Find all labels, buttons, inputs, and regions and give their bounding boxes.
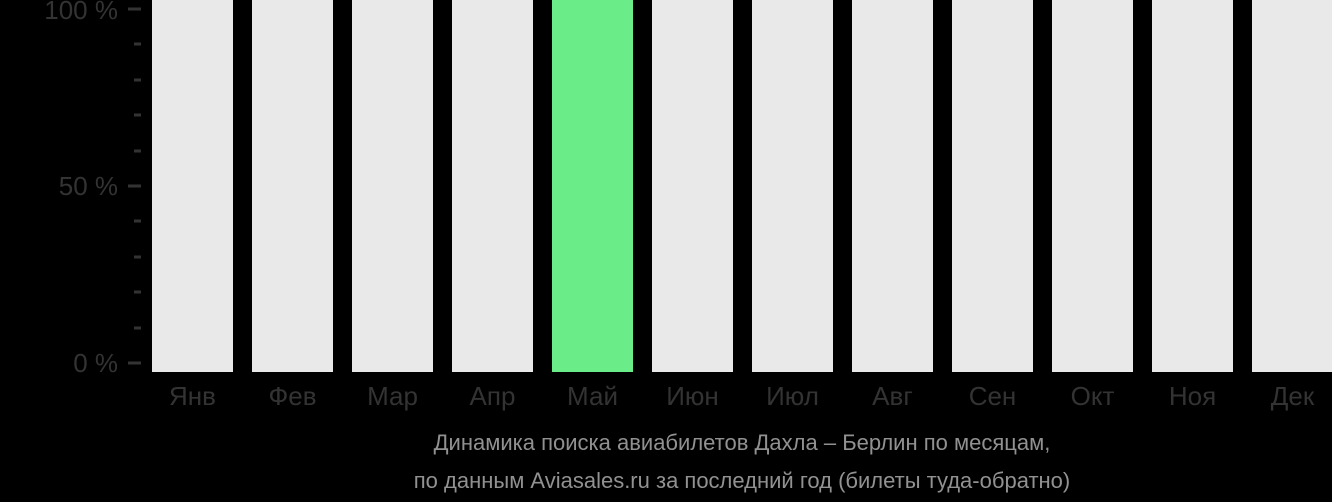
y-axis-tick-major bbox=[128, 184, 141, 188]
chart-bar bbox=[1252, 0, 1332, 372]
chart-bar bbox=[252, 0, 333, 372]
y-axis-tick-minor bbox=[134, 219, 141, 223]
x-axis-label: Апр bbox=[469, 381, 516, 411]
chart-bar bbox=[452, 0, 533, 372]
x-axis-label: Дек bbox=[1270, 381, 1315, 411]
x-axis-label: Авг bbox=[872, 381, 913, 411]
chart-bar bbox=[652, 0, 733, 372]
y-axis-tick-minor bbox=[134, 149, 141, 153]
chart-caption: Динамика поиска авиабилетов Дахла – Берл… bbox=[152, 424, 1332, 500]
x-axis-label: Фев bbox=[268, 381, 317, 411]
y-axis-tick-minor bbox=[134, 78, 141, 82]
y-axis-label-0: 0 % bbox=[73, 348, 118, 378]
chart-bar-highlighted bbox=[552, 0, 633, 372]
chart-bar bbox=[952, 0, 1033, 372]
chart-bar bbox=[752, 0, 833, 372]
y-axis-tick-minor bbox=[134, 113, 141, 117]
x-axis-label: Июл bbox=[766, 381, 819, 411]
x-axis-label: Мар bbox=[367, 381, 418, 411]
x-axis-label: Май bbox=[567, 381, 618, 411]
y-axis-tick-minor bbox=[134, 42, 141, 46]
chart-bar bbox=[152, 0, 233, 372]
chart-caption-line2: по данным Aviasales.ru за последний год … bbox=[413, 468, 1071, 493]
x-axis-label: Сен bbox=[968, 381, 1017, 411]
y-axis-tick-major bbox=[128, 361, 141, 365]
y-axis-label-100: 100 % bbox=[44, 0, 118, 25]
chart-bar bbox=[352, 0, 433, 372]
y-axis-label-50: 50 % bbox=[58, 171, 118, 201]
x-axis-label: Июн bbox=[666, 381, 719, 411]
y-axis-tick-minor bbox=[134, 326, 141, 330]
chart-bar bbox=[852, 0, 933, 372]
y-axis-tick-major bbox=[128, 7, 141, 11]
chart-bar bbox=[1152, 0, 1233, 372]
x-axis-label: Янв bbox=[169, 381, 216, 411]
x-axis-label: Окт bbox=[1070, 381, 1115, 411]
x-axis-label: Ноя bbox=[1168, 381, 1217, 411]
chart-caption-line1: Динамика поиска авиабилетов Дахла – Берл… bbox=[433, 430, 1051, 455]
y-axis-tick-minor bbox=[134, 290, 141, 294]
y-axis-tick-minor bbox=[134, 255, 141, 259]
chart-bar bbox=[1052, 0, 1133, 372]
